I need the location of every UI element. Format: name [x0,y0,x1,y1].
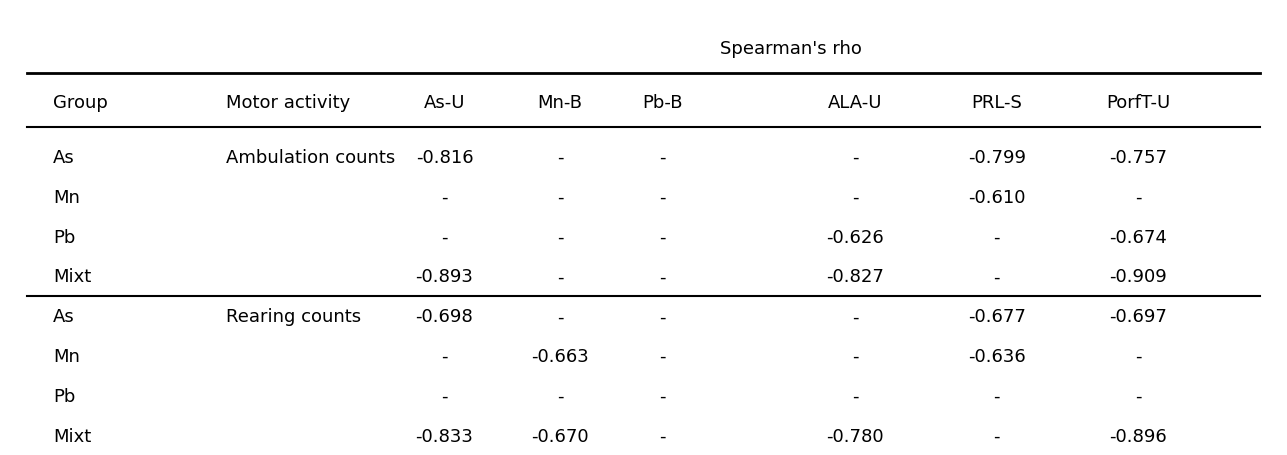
Text: -0.896: -0.896 [1109,427,1167,445]
Text: As: As [53,308,75,326]
Text: Mn: Mn [53,188,80,206]
Text: PorfT-U: PorfT-U [1106,94,1170,112]
Text: -0.626: -0.626 [826,228,884,246]
Text: -: - [557,387,564,405]
Text: -0.674: -0.674 [1109,228,1167,246]
Text: -: - [659,387,665,405]
Text: -0.799: -0.799 [968,148,1026,167]
Text: Mixt: Mixt [53,427,91,445]
Text: -: - [1135,348,1142,365]
Text: Pb: Pb [53,228,75,246]
Text: Mn: Mn [53,348,80,365]
Text: ALA-U: ALA-U [828,94,883,112]
Text: -: - [659,228,665,246]
Text: -0.909: -0.909 [1109,268,1167,286]
Text: -0.893: -0.893 [416,268,474,286]
Text: -: - [852,308,858,326]
Text: -0.610: -0.610 [968,188,1026,206]
Text: -: - [994,268,1000,286]
Text: Pb-B: Pb-B [642,94,683,112]
Text: Rearing counts: Rearing counts [227,308,362,326]
Text: -: - [441,228,448,246]
Text: -: - [852,188,858,206]
Text: -: - [659,348,665,365]
Text: -: - [1135,387,1142,405]
Text: -: - [659,308,665,326]
Text: Spearman's rho: Spearman's rho [721,40,862,58]
Text: Mn-B: Mn-B [538,94,583,112]
Text: -: - [557,188,564,206]
Text: -: - [659,427,665,445]
Text: -: - [852,148,858,167]
Text: -0.698: -0.698 [416,308,474,326]
Text: -: - [994,387,1000,405]
Text: -0.636: -0.636 [968,348,1026,365]
Text: -: - [557,228,564,246]
Text: Ambulation counts: Ambulation counts [227,148,395,167]
Text: -0.697: -0.697 [1109,308,1167,326]
Text: -: - [441,387,448,405]
Text: -0.827: -0.827 [826,268,884,286]
Text: PRL-S: PRL-S [972,94,1022,112]
Text: -: - [994,228,1000,246]
Text: Motor activity: Motor activity [227,94,350,112]
Text: -0.833: -0.833 [416,427,474,445]
Text: -0.780: -0.780 [826,427,884,445]
Text: -: - [557,268,564,286]
Text: As: As [53,148,75,167]
Text: Mixt: Mixt [53,268,91,286]
Text: Pb: Pb [53,387,75,405]
Text: As-U: As-U [423,94,465,112]
Text: -: - [441,348,448,365]
Text: -: - [659,268,665,286]
Text: -: - [852,348,858,365]
Text: -0.677: -0.677 [968,308,1026,326]
Text: -: - [994,427,1000,445]
Text: -0.757: -0.757 [1109,148,1167,167]
Text: -: - [1135,188,1142,206]
Text: -: - [852,387,858,405]
Text: -: - [557,148,564,167]
Text: -: - [557,308,564,326]
Text: -0.816: -0.816 [416,148,474,167]
Text: -0.663: -0.663 [532,348,589,365]
Text: -: - [441,188,448,206]
Text: Group: Group [53,94,108,112]
Text: -0.670: -0.670 [532,427,589,445]
Text: -: - [659,148,665,167]
Text: -: - [659,188,665,206]
